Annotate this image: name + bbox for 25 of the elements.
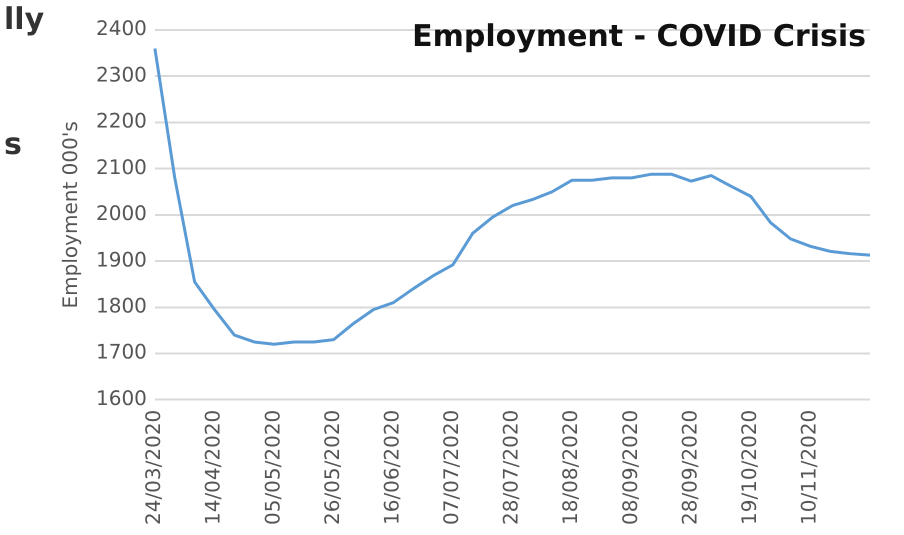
x-tick-label: 07/07/2020 [439, 410, 464, 526]
x-tick-label: 24/03/2020 [141, 410, 166, 526]
x-tick-label: 28/09/2020 [677, 410, 702, 526]
chart-title: Employment - COVID Crisis [412, 18, 866, 54]
y-tick-label: 1800 [96, 294, 147, 318]
y-tick-label: 1900 [96, 247, 147, 272]
y-tick-label: 2300 [96, 62, 147, 86]
y-tick-label: 2100 [96, 154, 147, 179]
y-tick-label: 2000 [96, 201, 147, 226]
x-tick-label: 05/05/2020 [260, 410, 284, 526]
text: lly [4, 2, 44, 37]
text: s [4, 127, 22, 162]
x-tick-label: 26/05/2020 [320, 410, 344, 526]
y-tick-label: 1700 [96, 340, 147, 364]
y-tick-label: 2400 [96, 16, 147, 40]
x-tick-label: 08/09/2020 [618, 410, 642, 526]
x-tick-label: 28/07/2020 [498, 410, 523, 526]
y-tick-label: 1600 [96, 386, 147, 410]
x-tick-label: 16/06/2020 [379, 410, 404, 526]
x-tick-label: 18/08/2020 [558, 410, 582, 526]
x-tick-label: 10/11/2020 [796, 410, 821, 526]
x-tick-label: 14/04/2020 [200, 410, 225, 526]
x-tick-label: 19/10/2020 [737, 410, 762, 526]
y-tick-label: 2200 [96, 108, 147, 133]
y-axis-title: Employment 000's [58, 121, 82, 308]
